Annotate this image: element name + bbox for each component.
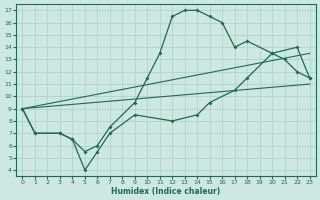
- X-axis label: Humidex (Indice chaleur): Humidex (Indice chaleur): [111, 187, 221, 196]
